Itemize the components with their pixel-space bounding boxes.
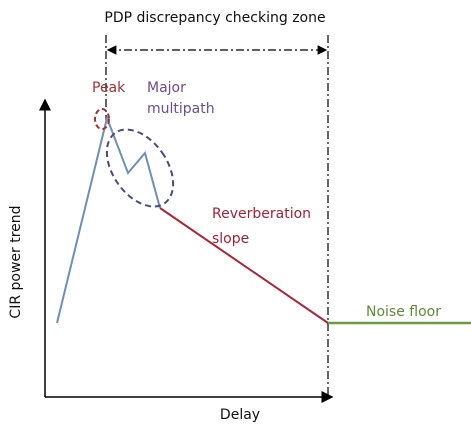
reverberation-label: Reverberation — [212, 206, 311, 222]
x-axis-label: Delay — [220, 407, 260, 423]
peak-marker — [94, 108, 110, 130]
peak-label: Peak — [92, 80, 126, 96]
multipath-label: multipath — [147, 101, 215, 117]
zone-title: PDP discrepancy checking zone — [104, 10, 325, 26]
reverberation-label: slope — [212, 231, 249, 247]
reverberation-line — [159, 207, 329, 324]
multipath-label: Major — [147, 80, 186, 96]
multipath-marker — [105, 128, 175, 208]
noise-floor-label: Noise floor — [366, 304, 441, 320]
y-axis-label: CIR power trend — [8, 205, 24, 318]
cir-rise-and-multipath — [56, 114, 161, 324]
